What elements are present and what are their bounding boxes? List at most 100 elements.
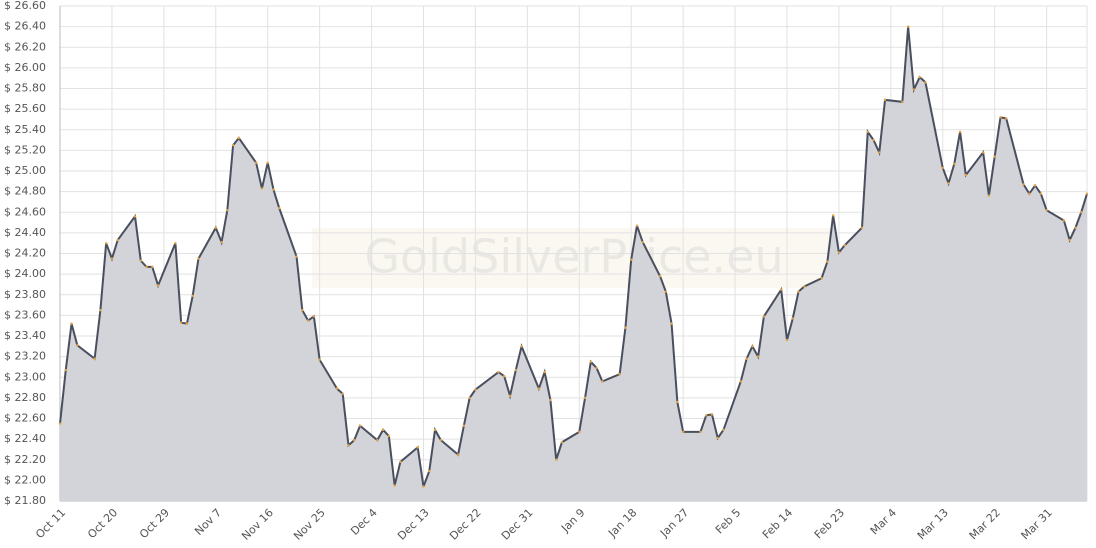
y-tick-label: $ 25.00	[4, 164, 46, 177]
point	[716, 436, 719, 440]
point	[878, 151, 881, 154]
point	[993, 155, 996, 158]
point	[780, 288, 783, 291]
point	[785, 338, 789, 342]
point	[468, 396, 471, 400]
point	[335, 387, 339, 390]
y-tick-label: $ 22.80	[4, 391, 46, 404]
point	[883, 98, 887, 102]
x-tick-label: Oct 11	[33, 506, 68, 541]
point	[866, 130, 869, 134]
point	[560, 441, 564, 444]
point	[658, 274, 662, 278]
point	[901, 100, 904, 104]
x-tick-label: Nov 16	[239, 506, 276, 543]
point	[543, 370, 546, 374]
y-tick-label: $ 26.00	[4, 61, 46, 74]
line	[59, 26, 1088, 487]
y-tick-label: $ 24.20	[4, 247, 46, 260]
y-tick-label: $ 24.40	[4, 226, 46, 239]
point	[918, 75, 921, 79]
point	[220, 240, 223, 244]
point	[341, 392, 344, 395]
point	[416, 446, 419, 449]
point	[520, 345, 523, 348]
point	[710, 413, 714, 416]
point	[151, 265, 154, 269]
x-tick-label: Mar 31	[1019, 506, 1055, 542]
point	[278, 206, 281, 210]
point	[110, 257, 114, 260]
point	[70, 322, 73, 325]
x-tick-label: Feb 5	[713, 506, 743, 536]
point	[1085, 192, 1089, 195]
point	[295, 255, 298, 258]
point	[514, 368, 518, 372]
point	[139, 259, 142, 262]
point	[116, 238, 119, 242]
point	[941, 166, 944, 170]
point	[1045, 208, 1048, 212]
point	[1005, 117, 1008, 120]
point	[508, 394, 512, 398]
x-tick-label: Dec 4	[348, 506, 380, 538]
point	[358, 424, 362, 427]
point	[906, 25, 910, 28]
y-tick-label: $ 22.20	[4, 453, 46, 466]
point	[722, 428, 725, 432]
y-tick-label: $ 26.60	[4, 0, 46, 12]
point	[254, 161, 258, 164]
point	[791, 317, 794, 320]
y-tick-label: $ 22.00	[4, 473, 46, 486]
point	[681, 430, 685, 434]
point	[924, 81, 927, 84]
point	[104, 241, 108, 245]
point	[641, 240, 644, 244]
x-tick-label: Dec 31	[499, 506, 536, 543]
point	[756, 355, 760, 358]
point	[503, 375, 506, 378]
point	[381, 428, 385, 432]
y-tick-label: $ 23.00	[4, 370, 46, 383]
x-tick-label: Jan 9	[558, 506, 587, 535]
point	[751, 345, 754, 348]
point	[99, 309, 102, 312]
point	[399, 460, 402, 464]
x-tick-label: Jan 18	[605, 506, 639, 540]
y-tick-label: $ 21.80	[4, 494, 46, 507]
point	[987, 194, 991, 197]
point	[583, 396, 587, 400]
point	[179, 321, 183, 324]
y-tick-label: $ 25.40	[4, 123, 46, 136]
point	[347, 444, 350, 447]
point	[1039, 192, 1043, 195]
point	[497, 370, 500, 374]
point	[578, 430, 581, 434]
point	[306, 319, 310, 322]
point	[826, 260, 829, 263]
point	[745, 357, 748, 360]
point	[629, 258, 633, 261]
point	[58, 422, 62, 425]
point	[601, 380, 604, 383]
y-tick-label: $ 25.60	[4, 102, 46, 115]
point	[1033, 184, 1037, 187]
point	[705, 414, 708, 417]
point	[635, 224, 639, 227]
point	[226, 208, 229, 212]
point	[664, 290, 668, 293]
point	[272, 188, 275, 191]
point	[1080, 211, 1083, 214]
x-tick-label: Mar 13	[915, 506, 951, 542]
point	[93, 357, 96, 360]
point	[820, 277, 823, 280]
point	[803, 285, 806, 288]
x-tick-label: Jan 27	[657, 506, 691, 540]
point	[474, 388, 477, 391]
point	[999, 116, 1002, 119]
point	[843, 244, 846, 247]
point	[266, 161, 269, 164]
point	[670, 322, 673, 325]
x-tick-label: Mar 22	[967, 506, 1003, 542]
